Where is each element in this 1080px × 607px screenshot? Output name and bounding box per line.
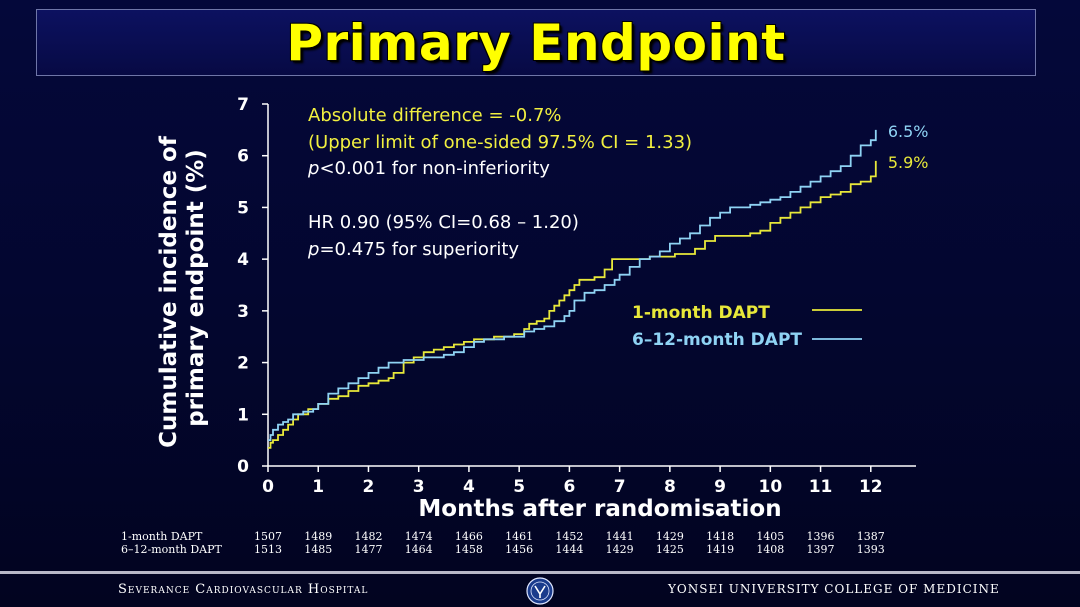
at-risk-count: 1397 bbox=[806, 543, 835, 556]
x-tick-label: 3 bbox=[413, 477, 425, 497]
x-axis-title: Months after randomisation bbox=[418, 496, 781, 522]
y-tick-label: 1 bbox=[237, 405, 249, 425]
annotation-p-symbol-2: p bbox=[307, 239, 319, 260]
footer-divider bbox=[0, 571, 1080, 574]
x-tick-label: 5 bbox=[513, 477, 525, 497]
at-risk-count: 1474 bbox=[404, 530, 433, 543]
y-tick-label: 2 bbox=[237, 354, 249, 374]
y-tick-label: 6 bbox=[237, 147, 249, 167]
annotation-non-inferiority: p<0.001 for non-inferiority bbox=[307, 158, 550, 179]
x-tick-label: 7 bbox=[614, 477, 626, 497]
series-line-1-month-dapt bbox=[268, 160, 877, 449]
at-risk-count: 1419 bbox=[706, 543, 735, 556]
chart-legend: 1-month DAPT 6–12-month DAPT bbox=[632, 303, 862, 350]
series-line-6-12-month-dapt bbox=[268, 129, 877, 441]
y-axis-title-line2: primary endpoint (%) bbox=[183, 149, 209, 427]
x-tick-label: 1 bbox=[312, 477, 324, 497]
y-tick-label: 4 bbox=[237, 250, 249, 270]
annotation-hazard-ratio: HR 0.90 (95% CI=0.68 – 1.20) bbox=[308, 212, 579, 233]
at-risk-count: 1485 bbox=[304, 543, 333, 556]
at-risk-count: 1396 bbox=[806, 530, 835, 543]
at-risk-count: 1482 bbox=[354, 530, 383, 543]
x-tick-label: 2 bbox=[363, 477, 375, 497]
y-tick-label: 7 bbox=[237, 95, 249, 115]
annotation-upper-limit: (Upper limit of one-sided 97.5% CI = 1.3… bbox=[308, 132, 692, 153]
y-tick-label: 5 bbox=[237, 198, 249, 218]
at-risk-count: 1477 bbox=[354, 543, 383, 556]
y-tick-label: 3 bbox=[237, 302, 249, 322]
legend-label: 6–12-month DAPT bbox=[632, 330, 802, 350]
page-title: Primary Endpoint bbox=[286, 13, 786, 72]
footer-hospital-name: Severance Cardiovascular Hospital bbox=[118, 582, 369, 597]
x-tick-label: 12 bbox=[859, 477, 883, 497]
annotation-non-inferiority-text: <0.001 for non-inferiority bbox=[319, 158, 550, 179]
chart-curves: 5.9% 6.5% bbox=[268, 122, 929, 449]
at-risk-count: 1452 bbox=[555, 530, 584, 543]
y-axis-title-line1: Cumulative incidence of bbox=[156, 135, 182, 448]
at-risk-count: 1444 bbox=[555, 543, 584, 556]
university-seal-icon bbox=[526, 577, 554, 605]
annotation-p-symbol: p bbox=[307, 158, 319, 179]
at-risk-count: 1429 bbox=[655, 530, 684, 543]
annotation-absolute-difference: Absolute difference = -0.7% bbox=[308, 105, 562, 126]
series-end-label: 5.9% bbox=[888, 153, 929, 172]
footer-university-name: YONSEI UNIVERSITY COLLEGE OF MEDICINE bbox=[668, 582, 1000, 596]
y-axis-title: Cumulative incidence of primary endpoint… bbox=[156, 128, 209, 448]
at-risk-count: 1429 bbox=[605, 543, 634, 556]
at-risk-count: 1458 bbox=[454, 543, 483, 556]
x-tick-label: 0 bbox=[262, 477, 274, 497]
at-risk-count: 1393 bbox=[856, 543, 885, 556]
at-risk-count: 1461 bbox=[505, 530, 534, 543]
series-end-label: 6.5% bbox=[888, 122, 929, 141]
at-risk-count: 1464 bbox=[404, 543, 433, 556]
annotation-superiority-text: =0.475 for superiority bbox=[319, 239, 519, 260]
annotation-superiority: p=0.475 for superiority bbox=[307, 239, 519, 260]
at-risk-count: 1456 bbox=[505, 543, 534, 556]
at-risk-row-label: 6–12-month DAPT bbox=[121, 543, 222, 556]
at-risk-count: 1507 bbox=[254, 530, 282, 543]
at-risk-count: 1387 bbox=[856, 530, 885, 543]
chart-axes bbox=[267, 104, 916, 467]
x-tick-label: 4 bbox=[463, 477, 475, 497]
x-tick-label: 11 bbox=[809, 477, 833, 497]
at-risk-count: 1441 bbox=[605, 530, 634, 543]
x-tick-label: 8 bbox=[664, 477, 676, 497]
legend-label: 1-month DAPT bbox=[632, 303, 770, 323]
at-risk-count: 1418 bbox=[706, 530, 735, 543]
at-risk-count: 1425 bbox=[655, 543, 684, 556]
at-risk-row-label: 1-month DAPT bbox=[121, 530, 203, 543]
y-tick-label: 0 bbox=[237, 457, 249, 477]
annotation-block: Absolute difference = -0.7% (Upper limit… bbox=[307, 105, 692, 260]
at-risk-count: 1405 bbox=[756, 530, 785, 543]
x-tick-label: 9 bbox=[714, 477, 726, 497]
at-risk-count: 1466 bbox=[454, 530, 483, 543]
title-banner: Primary Endpoint bbox=[36, 9, 1036, 76]
at-risk-count: 1408 bbox=[756, 543, 785, 556]
at-risk-count: 1489 bbox=[304, 530, 333, 543]
x-tick-label: 10 bbox=[758, 477, 782, 497]
at-risk-count: 1513 bbox=[254, 543, 282, 556]
x-tick-label: 6 bbox=[563, 477, 575, 497]
